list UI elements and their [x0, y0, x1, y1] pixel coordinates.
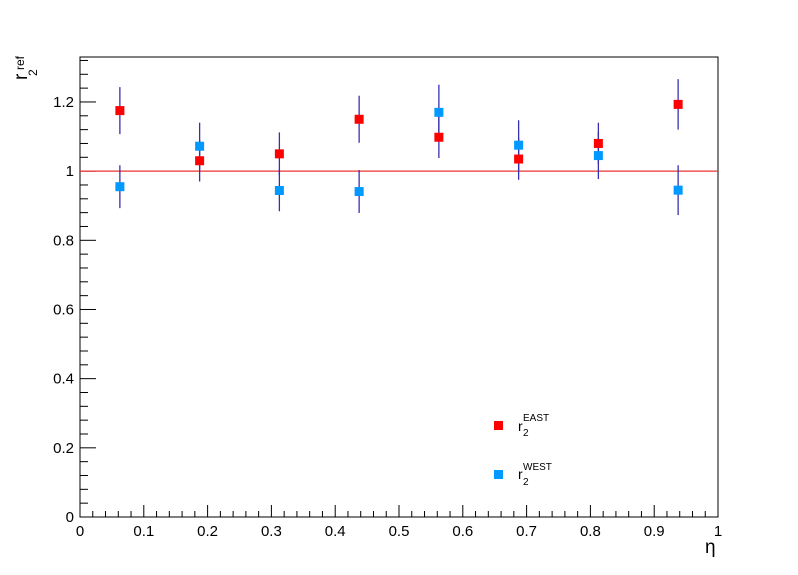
legend-label-west-sup: WEST — [523, 462, 552, 473]
marker-east — [115, 106, 125, 116]
marker-east — [274, 149, 284, 159]
legend-entry-west: r WEST 2 — [494, 462, 552, 488]
x-axis-title: η — [705, 537, 716, 558]
y-axis-title-sub: 2 — [26, 69, 40, 76]
x-tick-label: 0.9 — [644, 523, 665, 540]
marker-west — [354, 187, 364, 197]
x-tick-label: 0 — [76, 523, 84, 540]
marker-west — [274, 186, 284, 196]
legend-entry-east: r EAST 2 — [494, 413, 549, 439]
x-tick-label: 0.1 — [133, 523, 154, 540]
marker-west — [514, 140, 524, 150]
marker-east — [593, 138, 603, 148]
marker-east — [354, 114, 364, 124]
x-tick-label: 0.2 — [197, 523, 218, 540]
y-tick-label: 0.4 — [53, 371, 74, 388]
y-axis-title: r 2 ref — [11, 55, 40, 80]
marker-east — [673, 99, 683, 109]
legend-marker-east — [494, 421, 503, 430]
x-tick-label: 1 — [714, 523, 722, 540]
y-tick-label: 0 — [66, 509, 74, 526]
y-tick-label: 0.8 — [53, 232, 74, 249]
marker-west — [593, 151, 603, 161]
x-tick-label: 0.7 — [516, 523, 537, 540]
y-tick-label: 1.2 — [53, 94, 74, 111]
x-tick-labels: 0 0.1 0.2 0.3 0.4 0.5 0.6 0.7 0.8 0.9 1 — [76, 523, 722, 540]
x-tick-label: 0.8 — [580, 523, 601, 540]
marker-west — [195, 141, 205, 151]
x-tick-label: 0.4 — [325, 523, 346, 540]
legend-marker-west — [494, 470, 503, 479]
plot-frame — [79, 56, 719, 518]
legend-label-west-sub: 2 — [523, 477, 529, 488]
y-axis-title-sup: ref — [13, 55, 27, 70]
marker-west — [115, 182, 125, 192]
x-tick-label: 0.3 — [261, 523, 282, 540]
marker-east — [434, 132, 444, 142]
legend-label-west-main: r — [518, 466, 523, 482]
marker-west — [434, 107, 444, 117]
data-markers — [115, 99, 683, 197]
y-tick-label: 0.6 — [53, 301, 74, 318]
marker-east — [195, 156, 205, 166]
marker-west — [673, 185, 683, 195]
x-tick-label: 0.5 — [389, 523, 410, 540]
legend-label-east-sup: EAST — [523, 413, 549, 424]
marker-east — [514, 154, 524, 164]
legend: r EAST 2 r WEST 2 — [494, 413, 552, 488]
axis-ticks — [79, 59, 719, 518]
y-tick-label: 1 — [66, 163, 74, 180]
y-tick-labels: 0 0.2 0.4 0.6 0.8 1 1.2 — [53, 94, 74, 526]
y-tick-label: 0.2 — [53, 440, 74, 457]
x-tick-label: 0.6 — [452, 523, 473, 540]
legend-label-east-main: r — [518, 418, 523, 434]
y-axis-title-main: r — [11, 73, 32, 80]
legend-label-east-sub: 2 — [523, 428, 529, 439]
